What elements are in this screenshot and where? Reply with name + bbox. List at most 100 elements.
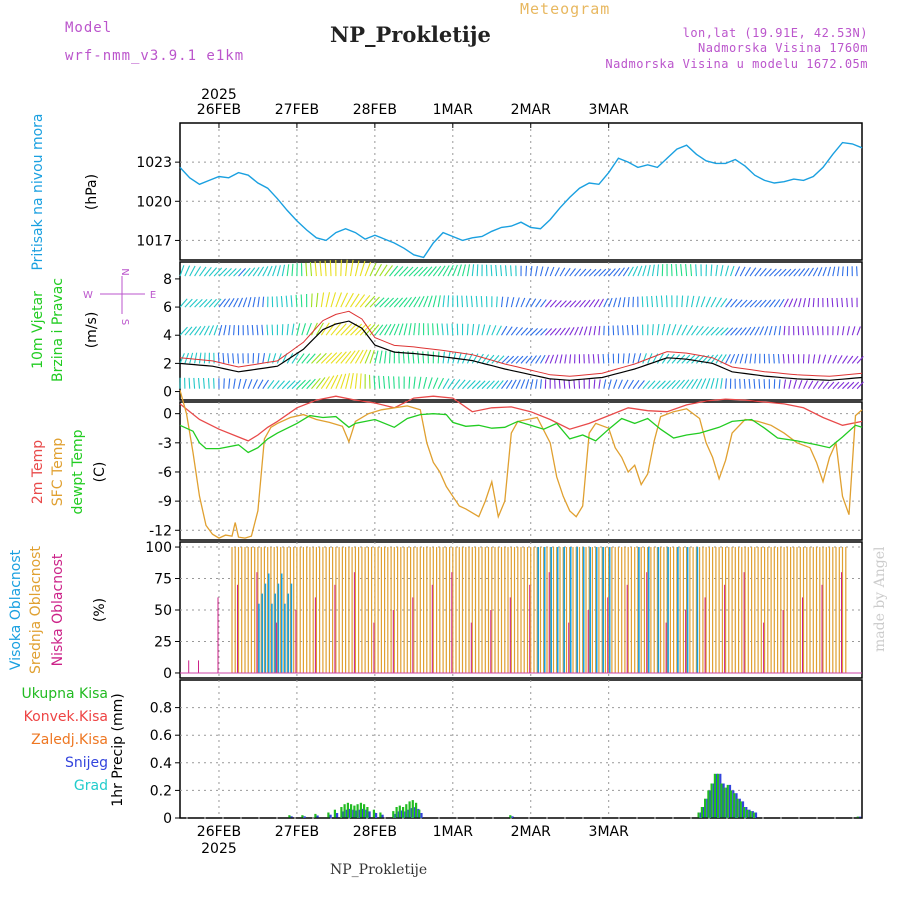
wind-barb [627, 379, 634, 389]
wind-barb [569, 327, 575, 336]
wind-barb [233, 268, 242, 277]
cloud-bar-low [198, 660, 199, 673]
wind-barb [310, 293, 313, 308]
wind-barb [749, 353, 752, 364]
bottom-time-tick-label: 1MAR [433, 824, 474, 840]
wind-barb [690, 295, 695, 308]
cloud-bar-mid [676, 547, 678, 673]
cloud-bar-mid [565, 547, 568, 673]
wind-barb [782, 354, 785, 364]
cloud-bar-mid [280, 547, 282, 673]
cloud-bar-mid [543, 547, 545, 673]
wind-gust-line [179, 310, 863, 377]
cloud-bar-mid [546, 547, 548, 673]
wind-barb [285, 295, 288, 308]
wind-barb [330, 292, 337, 308]
wind-barb [632, 379, 640, 390]
wind-barb [603, 298, 609, 308]
wind-barb [232, 353, 235, 364]
wind-barb [622, 353, 625, 364]
precip-bar-snow [368, 811, 371, 818]
wind-barb [262, 353, 266, 364]
precip-bar-rain [752, 812, 755, 818]
wind-barb [188, 377, 191, 389]
wind-barb [437, 265, 446, 277]
cloud-bar-mid [442, 547, 444, 673]
wind-barb [207, 378, 210, 389]
precip-legend-0: Ukupna Kisa [21, 686, 108, 702]
wind-barb [539, 266, 544, 277]
wind-barb [734, 353, 740, 364]
cloud-bar-mid [572, 547, 574, 673]
wind-barb [301, 379, 311, 390]
wind-barb [544, 266, 549, 277]
wind-barb [515, 297, 520, 308]
wind-barb [686, 295, 689, 308]
wind-barb [276, 265, 281, 277]
cloud-bar-mid [371, 547, 373, 673]
wind-barb [228, 298, 235, 308]
wind-barb [267, 265, 273, 277]
wind-barb [320, 376, 330, 390]
wind-barb [481, 380, 491, 390]
cloud-bar-mid [458, 547, 460, 673]
wind-barb [340, 259, 342, 277]
wind-barb [535, 266, 538, 277]
cloud-bar-high [686, 547, 689, 673]
compass-n: N [119, 268, 130, 275]
wind-barb [802, 326, 805, 336]
wind-barb [695, 378, 703, 389]
precip-bar-rain [353, 805, 356, 818]
wind-barb [535, 298, 542, 308]
cloud-bar-mid [289, 547, 291, 673]
cloud-bar-mid [367, 547, 369, 673]
wind-barb [783, 298, 789, 308]
cloud-bar-high [258, 603, 260, 673]
cloud-bar-mid [708, 547, 710, 673]
cloud-bar-mid [247, 547, 249, 673]
temp-line-temp2m [179, 395, 863, 442]
wind-barb [593, 268, 602, 277]
wind-barb [846, 355, 854, 364]
wind-barb [535, 379, 538, 389]
wind-barb [437, 351, 440, 364]
wind-barb [739, 353, 744, 364]
wind-barb [715, 377, 719, 389]
cloud-bar-mid [552, 547, 555, 673]
wind-barb [296, 323, 301, 336]
cloud-bar-low [821, 584, 823, 673]
wind-barb [754, 267, 762, 277]
wind-barb [476, 264, 479, 277]
wind-barb [670, 263, 673, 277]
wind-barb [564, 327, 571, 336]
wind-barb [554, 327, 562, 336]
cloud-bar-mid [598, 547, 600, 673]
wind-barb [427, 377, 433, 389]
wind-barb [340, 373, 347, 389]
wind-barb [496, 325, 502, 336]
cloud-bar-mid [341, 547, 343, 673]
cloud-bar-high [271, 603, 273, 673]
cloud-bar-mid [302, 547, 304, 673]
bottom-time-tick-label: 26FEB [197, 824, 241, 840]
wind-barb [208, 267, 218, 277]
wind-barb [856, 266, 858, 277]
wind-barb [812, 380, 819, 389]
cloud-bar-mid [718, 547, 720, 673]
wind-barb [788, 379, 792, 389]
precip-bar-snow [420, 813, 423, 818]
cloud-bar-mid [796, 547, 798, 673]
wind-barb [418, 323, 420, 336]
precip-legend-2: Zaledj.Kisa [31, 732, 108, 748]
wind-barb [423, 266, 433, 277]
cloud-unit: (%) [92, 598, 108, 622]
wind-barb [588, 268, 597, 277]
precip-legend-1: Konvek.Kisa [24, 709, 108, 725]
wind-barb [256, 324, 259, 336]
precip-bar-rain [363, 804, 366, 818]
cloud-bar-mid [562, 547, 564, 673]
wind-barb [471, 323, 475, 336]
wind-barb [559, 327, 566, 336]
precip-bar-rain [707, 790, 710, 818]
wind-barb [807, 297, 811, 308]
